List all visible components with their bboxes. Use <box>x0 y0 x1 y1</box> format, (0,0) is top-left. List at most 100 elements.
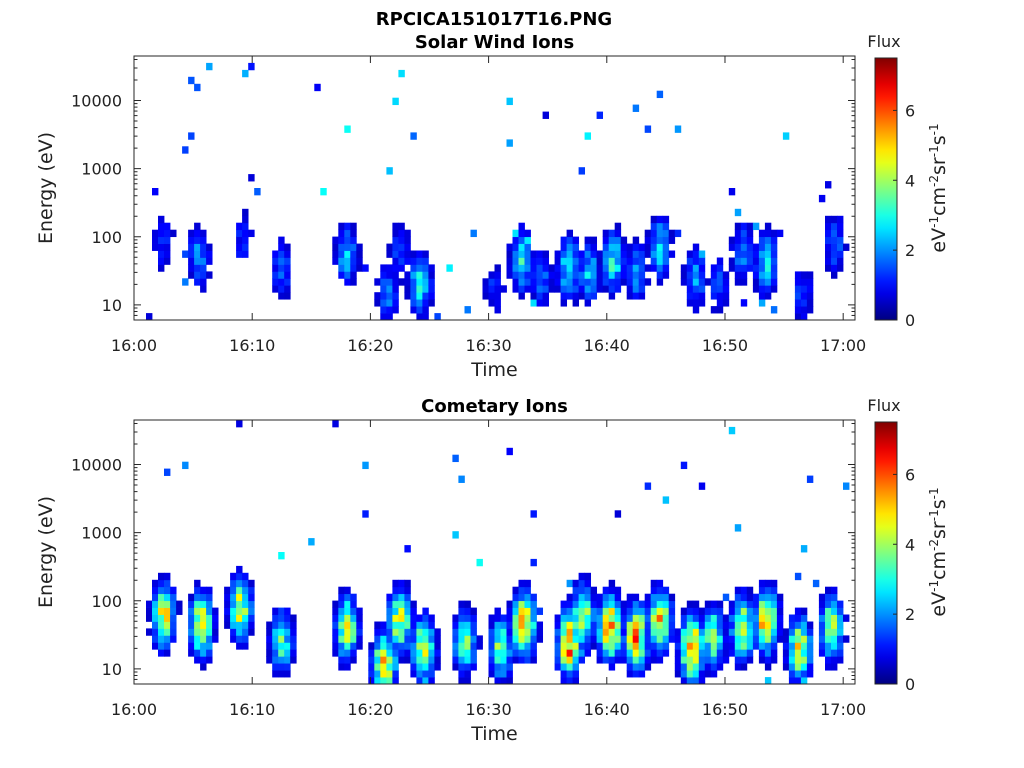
heatmap-cell <box>692 663 700 671</box>
heatmap-cell <box>572 649 580 657</box>
heatmap-cell <box>290 642 297 650</box>
heatmap-cell <box>692 614 700 622</box>
x-tick-label: 16:30 <box>466 336 512 355</box>
heatmap-cell <box>722 656 730 664</box>
heatmap-cell <box>380 635 387 643</box>
heatmap-cell <box>620 628 628 636</box>
heatmap-cell <box>386 677 393 685</box>
heatmap-cell <box>428 656 435 664</box>
heatmap-cell <box>728 621 736 629</box>
heatmap-cell <box>404 593 411 602</box>
colorbar-tick-label: 6 <box>905 101 915 120</box>
heatmap-cell <box>698 299 706 307</box>
heatmap-cell <box>464 670 471 678</box>
heatmap-cell <box>494 663 501 671</box>
heatmap-cell <box>710 635 718 643</box>
heatmap-cell <box>704 670 712 678</box>
heatmap-cell <box>608 579 616 588</box>
heatmap-cell <box>464 306 471 314</box>
heatmap-cell <box>194 264 201 272</box>
heatmap-cell <box>422 306 429 314</box>
heatmap-cell <box>602 271 610 279</box>
heatmap-cell <box>230 614 237 622</box>
heatmap-cell <box>548 271 556 279</box>
heatmap-cell <box>674 656 682 664</box>
heatmap-cell <box>746 593 754 602</box>
heatmap-cell <box>542 111 550 119</box>
heatmap-cell <box>825 628 832 636</box>
heatmap-cell <box>722 285 730 293</box>
heatmap-cell <box>446 264 453 272</box>
heatmap-cell <box>332 635 339 643</box>
heatmap-cell <box>800 278 808 286</box>
heatmap-cell <box>494 635 501 643</box>
heatmap-cell <box>464 600 471 608</box>
heatmap-cell <box>422 278 429 286</box>
heatmap-cell <box>674 642 682 650</box>
heatmap-cell <box>476 635 483 643</box>
heatmap-cell <box>236 222 243 231</box>
heatmap-cell <box>800 313 808 321</box>
heatmap-cell <box>614 229 622 238</box>
colorbar-tick-label: 6 <box>905 465 915 484</box>
heatmap-cell <box>164 229 171 238</box>
heatmap-cell <box>158 264 165 272</box>
heatmap-cell <box>188 649 195 657</box>
heatmap-cell <box>434 663 441 671</box>
heatmap-cell <box>512 621 519 629</box>
heatmap-cell <box>350 243 357 251</box>
heatmap-cell <box>560 642 568 650</box>
heatmap-cell <box>242 69 249 78</box>
heatmap-cell <box>656 90 664 99</box>
heatmap-cell <box>272 670 279 678</box>
heatmap-cell <box>584 642 592 650</box>
heatmap-cell <box>704 600 712 608</box>
heatmap-cell <box>200 607 207 615</box>
heatmap-cell <box>392 670 399 678</box>
heatmap-cell <box>158 222 165 231</box>
heatmap-cell <box>740 649 748 657</box>
heatmap-cell <box>194 257 201 265</box>
heatmap-cell <box>422 642 429 650</box>
heatmap-cell <box>560 236 568 244</box>
heatmap-cell <box>524 656 531 664</box>
heatmap-cell <box>831 628 838 636</box>
heatmap-cell <box>554 614 562 622</box>
heatmap-cell <box>668 229 676 238</box>
heatmap-cell <box>344 229 351 238</box>
heatmap-cell <box>650 250 658 258</box>
heatmap-cell <box>338 663 345 671</box>
heatmap-cell <box>710 670 718 678</box>
heatmap-cell <box>386 642 393 650</box>
heatmap-cell <box>746 628 754 636</box>
heatmap-cell <box>206 271 213 279</box>
heatmap-cell <box>608 614 616 622</box>
heatmap-cell <box>632 656 640 664</box>
heatmap-cell <box>500 649 507 657</box>
heatmap-cell <box>344 593 351 602</box>
heatmap-cell <box>368 670 375 678</box>
heatmap-cell <box>764 243 772 251</box>
heatmap-cell <box>626 621 634 629</box>
heatmap-cell <box>740 236 748 244</box>
heatmap-cell <box>800 299 808 307</box>
heatmap-cell <box>158 628 165 636</box>
heatmap-cell <box>812 579 820 588</box>
heatmap-cell <box>518 229 525 238</box>
heatmap-cell <box>164 250 171 258</box>
heatmap-cell <box>182 250 189 258</box>
heatmap-cell <box>740 257 748 265</box>
heatmap-cell <box>200 656 207 664</box>
heatmap-cell <box>392 222 399 231</box>
heatmap-cell <box>242 579 249 588</box>
heatmap-cell <box>338 243 345 251</box>
heatmap-cell <box>344 649 351 657</box>
heatmap-cell <box>230 621 237 629</box>
heatmap-cell <box>614 271 622 279</box>
heatmap-cell <box>800 663 808 671</box>
heatmap-cell <box>837 264 844 272</box>
heatmap-cell <box>596 600 604 608</box>
heatmap-cell <box>626 264 634 272</box>
heatmap-cell <box>680 670 688 678</box>
heatmap-cell <box>386 285 393 293</box>
